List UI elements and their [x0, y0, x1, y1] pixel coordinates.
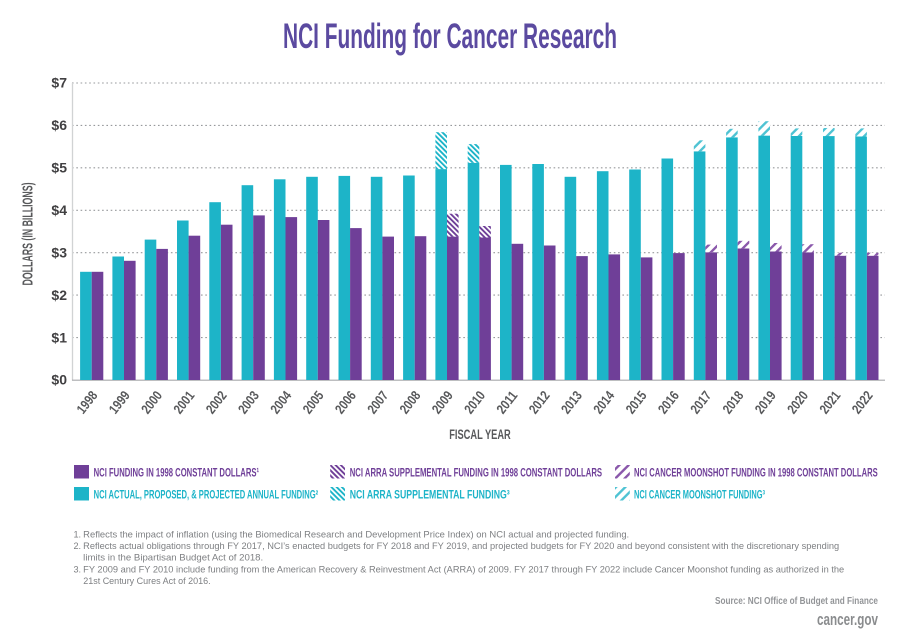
svg-text:Reflects the impact of inflati: Reflects the impact of inflation (using … — [83, 529, 629, 539]
svg-text:2.: 2. — [74, 541, 82, 551]
svg-text:$1: $1 — [51, 329, 67, 345]
svg-text:Reflects actual obligations th: Reflects actual obligations through FY 2… — [83, 541, 839, 551]
svg-text:$6: $6 — [51, 117, 67, 133]
svg-text:DOLLARS (IN BILLIONS): DOLLARS (IN BILLIONS) — [20, 183, 37, 286]
svg-text:$3: $3 — [51, 244, 67, 260]
svg-text:NCI CANCER MOONSHOT FUNDING IN: NCI CANCER MOONSHOT FUNDING IN 1998 CONS… — [634, 466, 878, 480]
svg-text:NCI FUNDING IN 1998 CONSTANT D: NCI FUNDING IN 1998 CONSTANT DOLLARS¹ — [94, 466, 260, 480]
svg-text:NCI ACTUAL, PROPOSED, & PROJEC: NCI ACTUAL, PROPOSED, & PROJECTED ANNUAL… — [94, 488, 319, 502]
svg-text:limits in the Bipartisan Budge: limits in the Bipartisan Budget Act of 2… — [83, 553, 263, 563]
svg-text:1.: 1. — [74, 529, 82, 539]
svg-text:$7: $7 — [51, 75, 67, 91]
svg-text:NCI Funding for Cancer Researc: NCI Funding for Cancer Research — [283, 17, 617, 56]
svg-text:Source: NCI Office of Budget a: Source: NCI Office of Budget and Finance — [715, 595, 878, 607]
svg-text:FISCAL YEAR: FISCAL YEAR — [449, 427, 511, 442]
svg-text:$4: $4 — [51, 202, 67, 218]
svg-text:3.: 3. — [74, 564, 82, 574]
svg-text:$2: $2 — [51, 287, 67, 303]
svg-text:21st Century Cures Act of 2016: 21st Century Cures Act of 2016. — [83, 576, 211, 586]
svg-text:$0: $0 — [51, 372, 67, 388]
svg-text:NCI ARRA SUPPLEMENTAL FUNDING³: NCI ARRA SUPPLEMENTAL FUNDING³ — [350, 488, 510, 502]
svg-text:FY 2009 and FY 2010 include fu: FY 2009 and FY 2010 include funding from… — [83, 564, 844, 574]
svg-text:NCI CANCER MOONSHOT FUNDING³: NCI CANCER MOONSHOT FUNDING³ — [634, 488, 765, 502]
svg-text:$5: $5 — [51, 160, 67, 176]
svg-text:cancer.gov: cancer.gov — [817, 611, 879, 629]
svg-text:NCI ARRA SUPPLEMENTAL FUNDING: NCI ARRA SUPPLEMENTAL FUNDING IN 1998 CO… — [350, 466, 602, 480]
